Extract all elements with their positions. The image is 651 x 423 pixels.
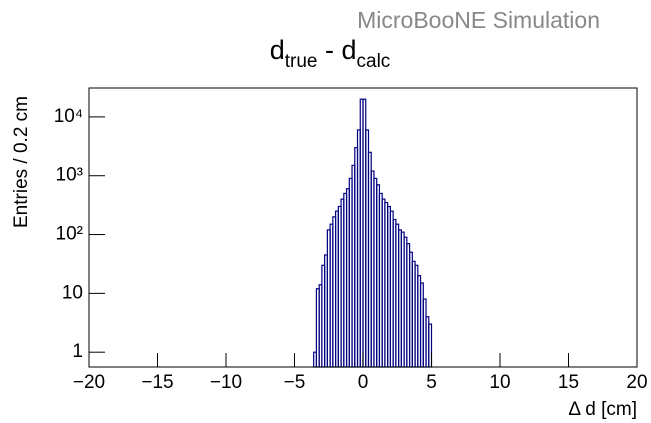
title-sub: true: [285, 51, 318, 72]
y-tick-label: 10³: [56, 165, 83, 186]
x-tick-label: −10: [210, 372, 242, 393]
x-tick-label: 15: [558, 372, 579, 393]
y-axis-label: Entries / 0.2 cm: [11, 96, 32, 228]
x-tick-label: 10: [489, 372, 510, 393]
y-tick-label: 10⁴: [54, 106, 83, 127]
y-tick-label: 10²: [56, 224, 83, 245]
x-tick-label: −15: [141, 372, 173, 393]
x-tick-label: 5: [426, 372, 437, 393]
chart-title: dtrue - dcalc: [270, 35, 391, 72]
x-tick-label: 20: [626, 372, 647, 393]
title-part: d: [270, 35, 285, 65]
x-tick-label: 0: [358, 372, 369, 393]
y-tick-label: 1: [72, 341, 83, 362]
annotation: MicroBooNE Simulation: [357, 7, 600, 33]
y-tick-label: 10: [62, 282, 83, 303]
x-tick-label: −5: [284, 372, 306, 393]
x-tick-label: −20: [73, 372, 105, 393]
title-part: - d: [317, 35, 356, 65]
title-sub: calc: [357, 51, 391, 72]
x-axis-label: Δ d [cm]: [568, 399, 637, 420]
